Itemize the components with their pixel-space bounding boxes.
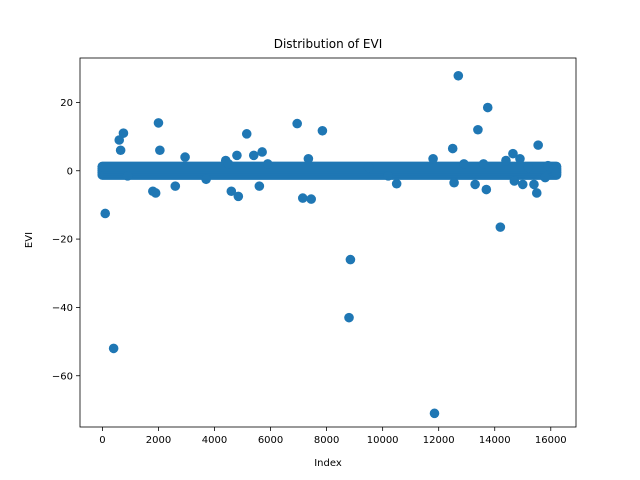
x-tick-label-1: 2000 [146, 435, 171, 446]
scatter-point-27 [317, 125, 328, 136]
scatter-point-18 [241, 129, 252, 139]
scatter-point-3 [115, 145, 126, 156]
y-tick-label-3: 0 [67, 166, 73, 177]
scatter-point-10 [170, 181, 181, 191]
scatter-point-15 [226, 186, 237, 197]
scatter-point-7 [150, 188, 161, 198]
scatter-point-1 [108, 343, 119, 354]
scatter-point-26 [306, 194, 316, 204]
scatter-point-30 [363, 162, 374, 173]
plot-area [79, 57, 577, 428]
scatter-point-17 [233, 191, 244, 202]
scatter-point-37 [453, 70, 464, 81]
scatter-point-51 [529, 179, 539, 190]
x-tick-label-6: 12000 [423, 435, 455, 446]
x-tick-label-3: 6000 [258, 435, 283, 446]
scatter-point-12 [201, 174, 211, 185]
scatter-point-41 [478, 159, 489, 169]
y-axis-label: EVI [24, 232, 35, 248]
x-tick-label-2: 4000 [202, 435, 227, 446]
plot-frame [79, 57, 577, 428]
scatter-point-9 [155, 145, 165, 156]
scatter-point-5 [122, 171, 133, 181]
scatter-point-47 [509, 176, 520, 186]
scatter-point-53 [533, 140, 543, 150]
x-tick-label-4: 8000 [314, 435, 339, 446]
y-tick-label-1: −40 [52, 303, 73, 314]
x-tick-label-7: 14000 [479, 435, 511, 446]
scatter-point-49 [517, 179, 528, 190]
scatter-point-43 [482, 102, 493, 113]
scatter-point-57 [551, 167, 562, 178]
plot-background [80, 58, 576, 427]
chart-title: Distribution of EVI [274, 37, 383, 51]
scatter-point-44 [495, 222, 506, 232]
scatter-point-31 [383, 171, 394, 181]
scatter-point-22 [262, 159, 273, 169]
scatter-point-34 [429, 408, 440, 419]
scatter-point-20 [254, 181, 265, 191]
scatter-point-54 [540, 172, 550, 183]
scatter-point-11 [180, 152, 190, 162]
scatter-point-14 [223, 159, 234, 169]
scatter-point-29 [345, 254, 356, 265]
y-tick-label-2: −20 [52, 235, 73, 246]
scatter-point-45 [501, 155, 511, 166]
scatter-point-39 [470, 179, 480, 190]
y-tick-label-4: 20 [60, 98, 73, 109]
scatter-point-24 [297, 193, 308, 203]
scatter-point-23 [292, 118, 302, 129]
scatter-point-0 [100, 208, 111, 219]
x-axis-label: Index [314, 458, 342, 469]
scatter-point-19 [248, 150, 259, 161]
scatter-point-46 [508, 148, 518, 159]
scatter-point-50 [523, 162, 534, 173]
x-tick-label-5: 10000 [367, 435, 399, 446]
scatter-point-36 [449, 177, 459, 188]
scatter-point-35 [447, 143, 458, 154]
y-tick-label-0: −60 [52, 371, 73, 382]
scatter-point-25 [303, 153, 314, 164]
data-band [97, 161, 562, 180]
scatter-point-28 [344, 312, 354, 323]
scatter-point-32 [391, 178, 402, 189]
x-tick-label-0: 0 [99, 435, 105, 446]
scatter-point-38 [459, 159, 469, 169]
y-axis: −60 −40 −20 0 20 [52, 98, 80, 382]
scatter-point-33 [428, 153, 438, 164]
scatter-point-8 [153, 118, 164, 128]
scatter-point-42 [481, 184, 492, 195]
scatter-point-21 [257, 147, 267, 157]
scatter-point-16 [232, 150, 242, 161]
scatter-point-52 [531, 188, 542, 198]
scatter-point-40 [473, 124, 483, 135]
x-tick-label-8: 16000 [535, 435, 567, 446]
scatter-point-4 [118, 128, 129, 138]
scatter-point-48 [515, 153, 525, 164]
x-axis: 0 2000 4000 6000 8000 10000 12000 14000 16000 [99, 427, 567, 446]
scatter-points [100, 70, 562, 419]
